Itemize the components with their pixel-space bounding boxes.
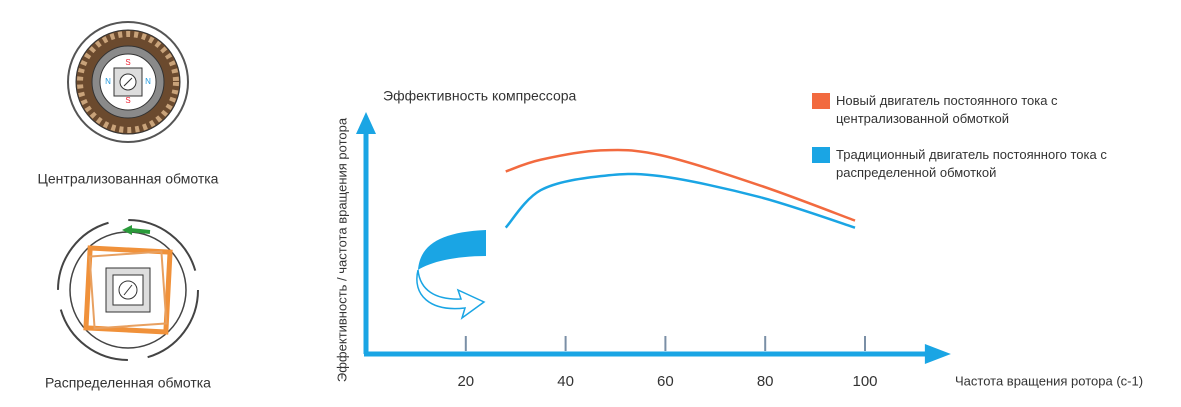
svg-text:N: N [145, 77, 151, 86]
x-tick-label: 20 [457, 373, 474, 390]
x-tick-label: 60 [657, 373, 674, 390]
series-line [505, 148, 856, 222]
y-axis-label: Эффективность / частота вращения ротора [334, 117, 349, 382]
series-line [504, 172, 856, 229]
legend-swatch [812, 93, 830, 109]
x-tick-label: 80 [757, 373, 774, 390]
x-tick-label: 40 [557, 373, 574, 390]
legend-label: Традиционный двигатель постоянного тока … [836, 147, 1107, 180]
x-axis-label: Частота вращения ротора (с-1) [955, 373, 1143, 388]
svg-text:S: S [125, 58, 130, 67]
legend-label: Новый двигатель постоянного тока с центр… [836, 93, 1058, 126]
x-axis-arrow [924, 344, 951, 364]
svg-text:S: S [125, 96, 130, 105]
svg-text:N: N [105, 77, 111, 86]
concentrated-motor: S S N N [67, 21, 189, 143]
illustration-label: Централизованная обмотка [38, 171, 219, 187]
chart-subtitle: Эффективность компрессора [383, 88, 577, 104]
distributed-motor [57, 219, 199, 361]
legend-swatch [812, 147, 830, 163]
y-axis-arrow [356, 112, 376, 134]
illustration-label: Распределенная обмотка [45, 375, 211, 391]
x-tick-label: 100 [852, 373, 877, 390]
decor-arrow [416, 230, 486, 320]
